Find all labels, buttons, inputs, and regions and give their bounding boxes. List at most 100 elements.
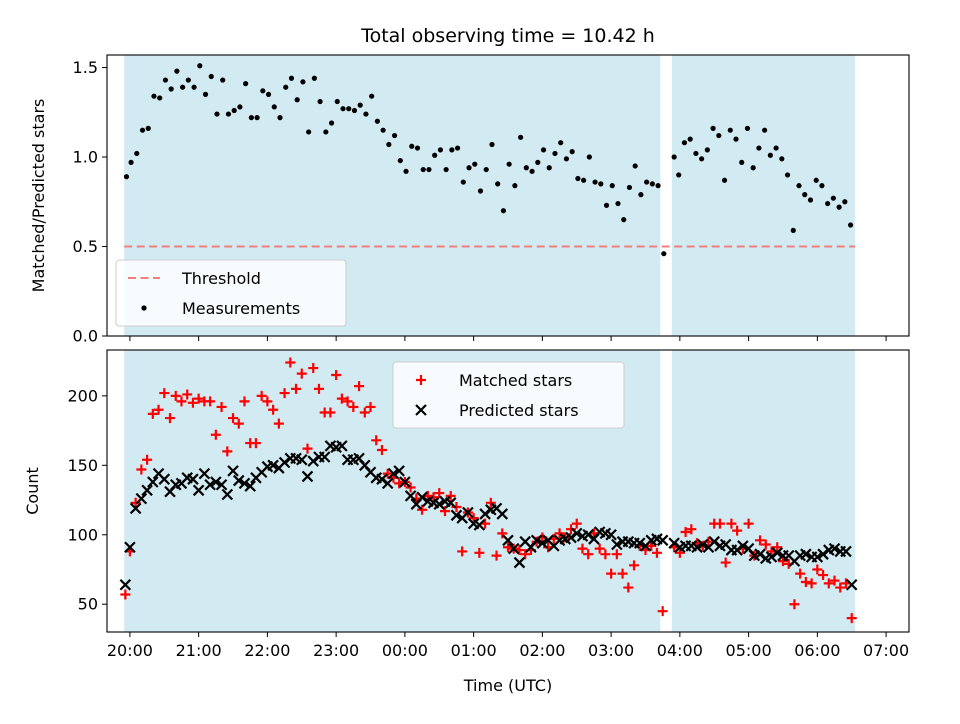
data-point [710, 125, 716, 131]
data-point [134, 150, 140, 157]
data-point [807, 197, 814, 203]
data-point [220, 77, 226, 83]
data-point [225, 111, 232, 117]
data-point [231, 107, 237, 114]
y-tick-label: 200 [67, 386, 98, 405]
data-point [714, 518, 725, 529]
data-point [129, 502, 142, 515]
data-point [449, 147, 455, 153]
data-point [136, 464, 147, 475]
data-point [649, 181, 655, 187]
data-point [466, 165, 472, 171]
data-point [520, 549, 531, 560]
data-point [340, 106, 346, 112]
data-point [403, 168, 409, 174]
data-point [570, 527, 583, 540]
data-point [185, 77, 191, 83]
y-tick-label: 1.0 [73, 148, 98, 167]
data-point [485, 497, 496, 508]
data-point [256, 390, 267, 401]
y-axis-label: Matched/Predicted stars [29, 99, 48, 293]
data-point [210, 429, 221, 440]
data-point [380, 127, 386, 133]
x-tick-label: 05:00 [726, 641, 772, 660]
data-point [399, 476, 411, 488]
data-point [708, 535, 721, 548]
data-point [443, 166, 449, 173]
data-point [830, 195, 836, 201]
data-point [605, 528, 617, 541]
ratio-panel: 0.0 0.5 1.0 1.5 Matched/Predicted stars Thres… [29, 54, 910, 346]
data-point [535, 159, 541, 165]
data-point [323, 129, 329, 135]
data-point [626, 184, 633, 191]
data-point [382, 468, 393, 479]
data-point [215, 478, 228, 491]
data-point [623, 582, 634, 593]
data-point [180, 84, 186, 90]
data-point [800, 548, 812, 560]
data-point [460, 179, 466, 185]
data-point [674, 547, 685, 558]
data-point [536, 537, 549, 549]
data-point [365, 401, 376, 412]
data-point [222, 446, 233, 457]
data-point [598, 181, 604, 187]
data-point [500, 208, 507, 214]
data-point [331, 370, 342, 381]
data-point [444, 497, 457, 509]
data-point [271, 104, 277, 110]
data-point [731, 544, 743, 556]
x-tick-label: 04:00 [657, 641, 703, 660]
data-point [529, 168, 535, 174]
x-tick-label: 07:00 [863, 641, 909, 660]
data-point [583, 549, 594, 560]
data-point [744, 125, 751, 131]
data-point [847, 222, 854, 228]
data-point [371, 435, 382, 446]
data-point [351, 107, 358, 114]
observing-window [671, 350, 856, 632]
data-point [603, 202, 610, 208]
x-tick-label: 02:00 [519, 641, 565, 660]
data-point [629, 560, 640, 571]
data-point [800, 576, 811, 587]
data-point [644, 179, 650, 185]
data-point [473, 519, 486, 531]
data-point [546, 165, 552, 171]
data-point [391, 132, 398, 139]
axes-frame [106, 349, 910, 633]
data-point [182, 389, 193, 400]
data-point [825, 200, 831, 207]
data-point [633, 537, 646, 549]
data-point [732, 525, 743, 536]
y-axis-label: Count [23, 467, 42, 515]
x-axis-label: Time (UTC) [463, 676, 552, 695]
data-point [733, 136, 739, 142]
data-point [432, 152, 438, 158]
data-point [507, 542, 520, 555]
data-point [147, 408, 158, 419]
data-point [462, 506, 474, 519]
data-point [198, 467, 211, 480]
data-point [381, 477, 394, 490]
data-point [577, 543, 588, 554]
data-point [565, 531, 577, 544]
data-point [124, 541, 136, 554]
data-point [192, 484, 205, 497]
data-point [404, 490, 417, 502]
data-point [506, 161, 512, 167]
data-point [162, 77, 169, 83]
data-point [248, 115, 254, 121]
data-point [829, 575, 840, 586]
data-point [336, 393, 347, 404]
data-point [313, 383, 324, 394]
x-tick-label: 23:00 [313, 641, 359, 660]
data-point [474, 547, 485, 558]
data-point [657, 606, 668, 617]
data-point [283, 84, 289, 90]
data-point [818, 570, 829, 581]
data-point [845, 578, 858, 591]
data-point [606, 568, 617, 579]
data-point [288, 75, 295, 81]
